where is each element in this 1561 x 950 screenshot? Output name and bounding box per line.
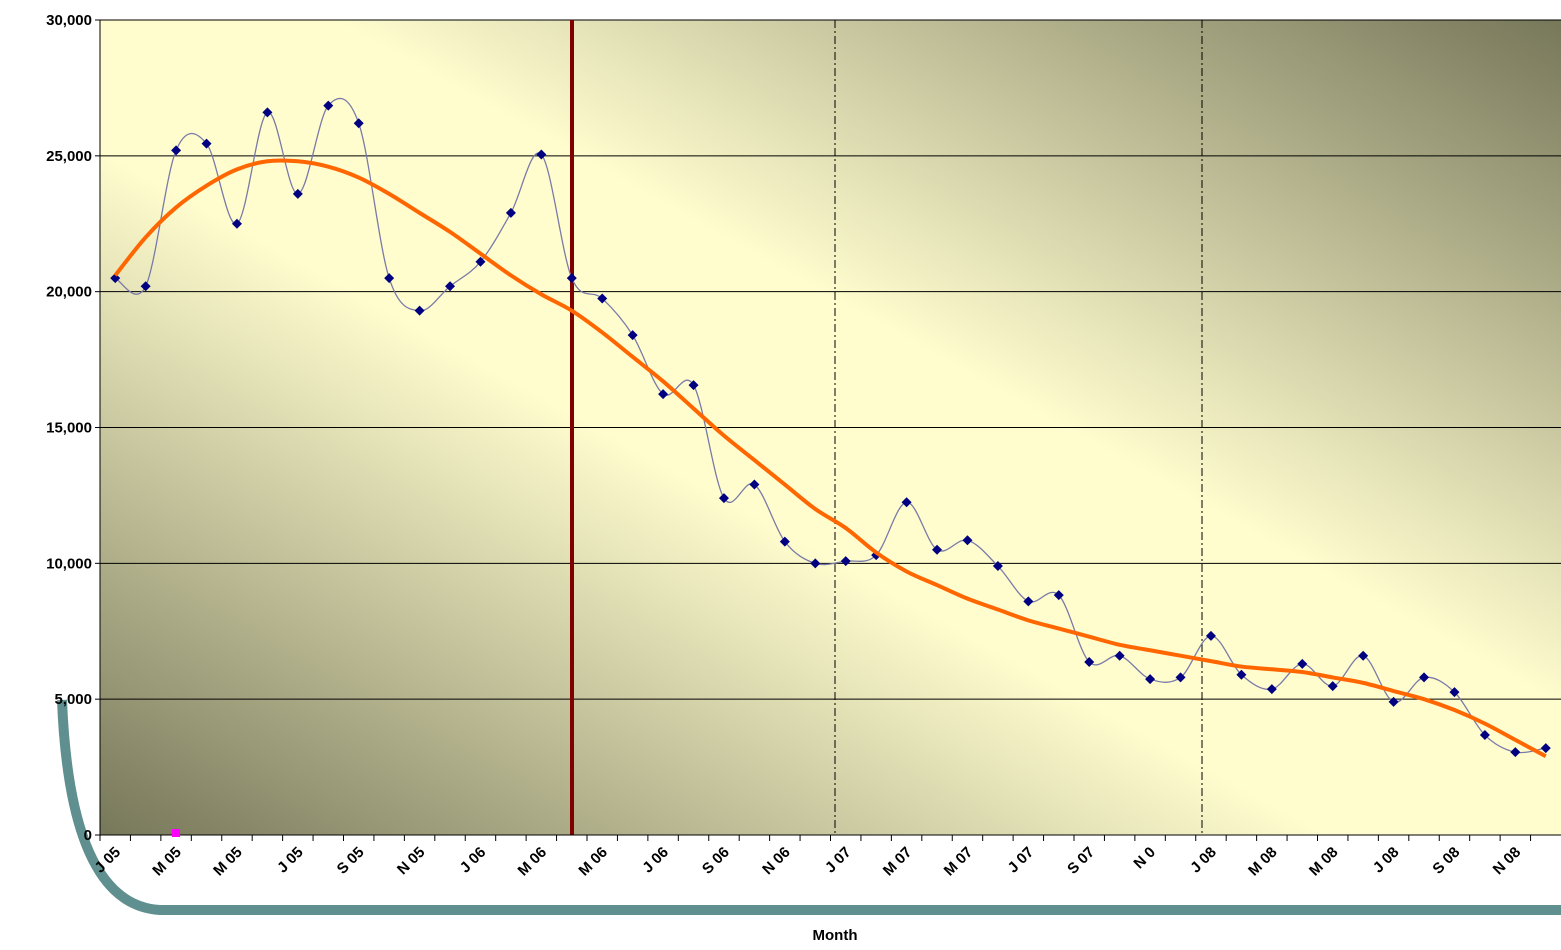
data-point (505, 207, 516, 218)
data-point (597, 293, 608, 304)
data-point (323, 100, 334, 111)
data-point (749, 479, 760, 490)
x-tick-label: N 0 (1130, 844, 1159, 873)
data-point (1145, 674, 1156, 685)
x-tick-label: J 08 (1370, 844, 1403, 877)
x-tick-label: S 07 (1064, 844, 1098, 878)
data-point (992, 561, 1003, 572)
marker (172, 829, 180, 837)
x-tick-label: J 08 (1187, 844, 1220, 877)
data-point (688, 380, 699, 391)
data-point (262, 107, 273, 118)
x-tick-label: N 06 (759, 844, 793, 878)
data-point (1358, 650, 1369, 661)
x-tick-label: J 06 (457, 844, 490, 877)
x-tick-label: M 06 (515, 844, 551, 880)
data-point (1053, 590, 1064, 601)
y-tick-label: 0 (84, 827, 92, 844)
data-point (1540, 743, 1551, 754)
data-point (627, 330, 638, 341)
y-tick-label: 5,000 (54, 691, 92, 708)
data-point (1266, 684, 1277, 695)
y-tick-label: 30,000 (46, 12, 92, 29)
data-point (414, 305, 425, 316)
data-point (1023, 596, 1034, 607)
data-point (840, 556, 851, 567)
data-point (110, 273, 121, 284)
x-tick-label: J 07 (822, 844, 855, 877)
data-point (140, 281, 151, 292)
x-axis-title: Month (813, 927, 858, 944)
data-point (231, 218, 242, 229)
data-point (962, 535, 973, 546)
x-tick-label: J 07 (1005, 844, 1038, 877)
x-tick-label: M 08 (1245, 844, 1281, 880)
data-point (1449, 687, 1460, 698)
data-point (353, 118, 364, 129)
data-point (1205, 630, 1216, 641)
x-tick-label: M 07 (880, 844, 916, 880)
data-point (932, 544, 943, 555)
x-tick-label: J 06 (639, 844, 672, 877)
data-point (445, 281, 456, 292)
x-tick-label: N 08 (1490, 844, 1524, 878)
x-tick-label: S 05 (334, 844, 368, 878)
data-point (1297, 658, 1308, 669)
y-tick-label: 25,000 (46, 148, 92, 165)
trend-line (113, 158, 1547, 758)
x-tick-label: M 06 (575, 844, 611, 880)
data-point (292, 188, 303, 199)
data-point (1510, 747, 1521, 758)
data-point (171, 145, 182, 156)
x-tick-label: M 05 (210, 844, 246, 880)
y-tick-label: 15,000 (46, 420, 92, 437)
data-point (201, 138, 212, 149)
x-tick-label: M 07 (941, 844, 977, 880)
slide-border (57, 699, 1561, 915)
data-point (1327, 681, 1338, 692)
data-point (1236, 669, 1247, 680)
data-point (566, 273, 577, 284)
y-tick-label: 10,000 (46, 555, 92, 572)
data-point (1388, 696, 1399, 707)
y-tick-label: 20,000 (46, 284, 92, 301)
data-point (475, 256, 486, 267)
data-point (1084, 656, 1095, 667)
data-point (1114, 650, 1125, 661)
data-point (536, 149, 547, 160)
x-tick-label: S 08 (1429, 844, 1463, 878)
data-point (1175, 672, 1186, 683)
data-point (1419, 672, 1430, 683)
data-point (658, 389, 669, 400)
x-tick-label: S 06 (699, 844, 733, 878)
data-point (779, 536, 790, 547)
data-point (384, 273, 395, 284)
x-tick-label: J 05 (274, 844, 307, 877)
x-tick-label: M 08 (1306, 844, 1342, 880)
x-tick-label: N 05 (394, 844, 428, 878)
data-point (1479, 730, 1490, 741)
data-point (718, 493, 729, 504)
data-point (810, 558, 821, 569)
x-tick-label: M 05 (149, 844, 185, 880)
data-point (901, 497, 912, 508)
